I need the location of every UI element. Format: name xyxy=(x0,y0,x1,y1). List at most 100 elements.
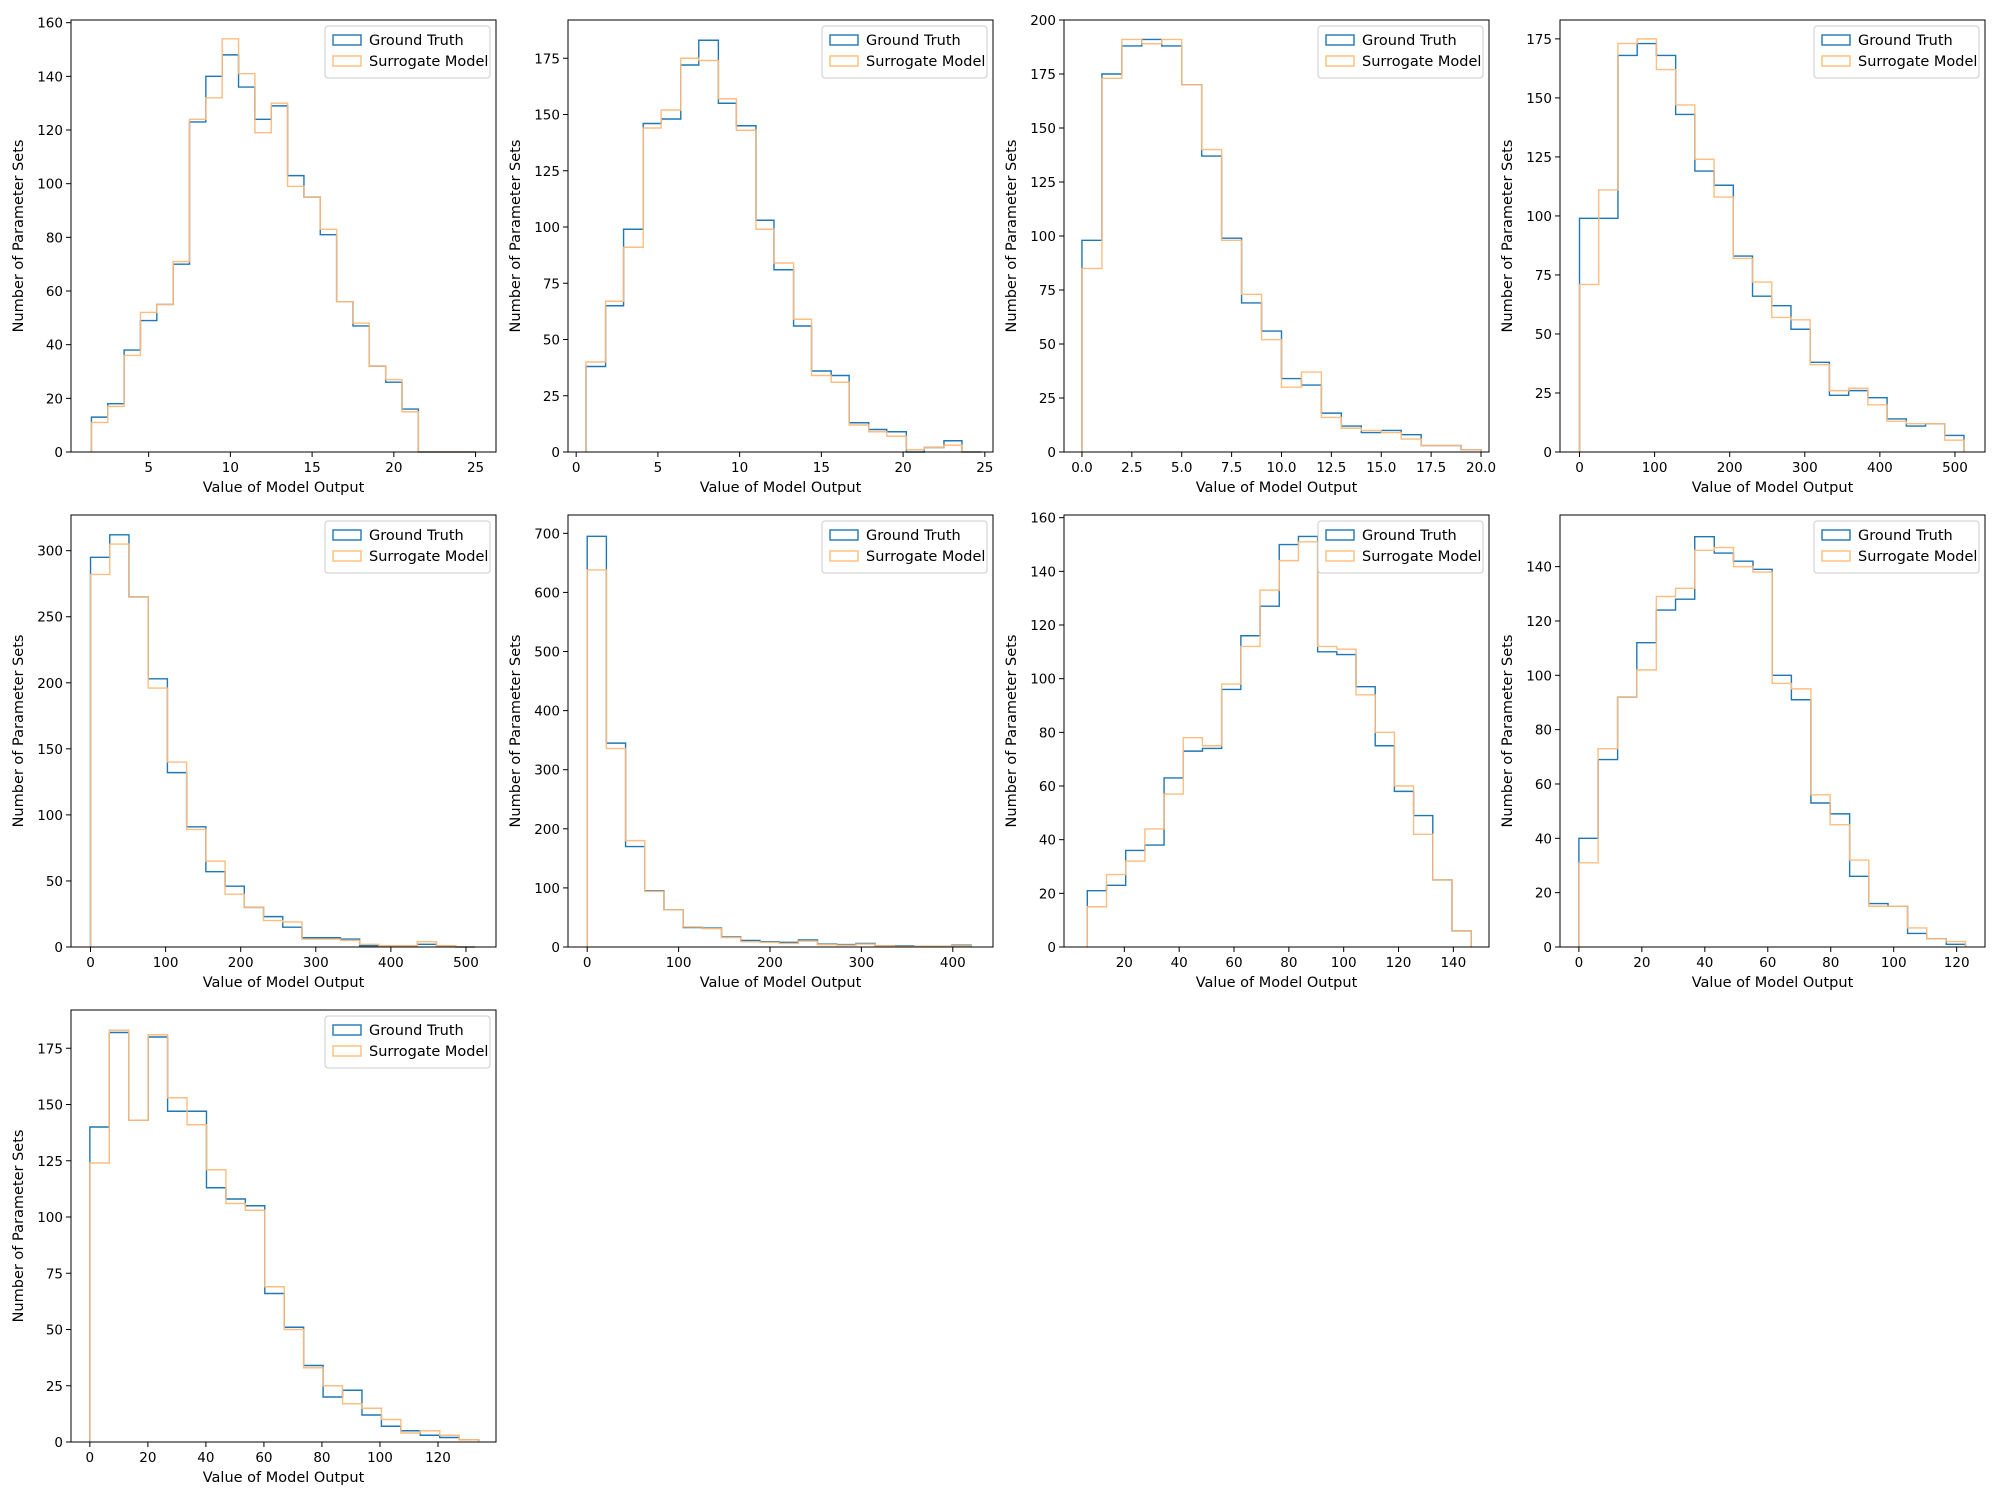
legend-box xyxy=(1813,25,1980,79)
plot-frame xyxy=(567,514,994,948)
x-tick-label: 120 xyxy=(425,1450,451,1466)
ground-truth-legend-swatch xyxy=(332,529,362,541)
x-tick-label: 100 xyxy=(153,955,179,971)
ground-truth-legend-swatch xyxy=(829,529,859,541)
surrogate-model-legend-label: Surrogate Model xyxy=(1858,549,1977,565)
plot-frame xyxy=(1559,514,1986,948)
ground-truth-legend-swatch xyxy=(829,34,859,46)
surrogate-model-legend-swatch xyxy=(1325,55,1355,67)
x-tick-label: 10 xyxy=(731,460,748,476)
x-tick-label: 20 xyxy=(895,460,912,476)
x-tick-label: 5.0 xyxy=(1171,460,1192,476)
surrogate-model-legend-swatch xyxy=(829,55,859,67)
x-axis-label: Value of Model Output xyxy=(700,975,862,991)
ground-truth-legend-swatch xyxy=(1325,34,1355,46)
x-tick-label: 500 xyxy=(453,955,479,971)
y-tick-label: 0 xyxy=(1047,445,1056,461)
x-tick-label: 400 xyxy=(1867,460,1893,476)
y-tick-label: 125 xyxy=(37,1154,63,1170)
x-tick-label: 60 xyxy=(255,1450,272,1466)
y-tick-label: 140 xyxy=(37,69,63,85)
y-axis-label: Number of Parameter Sets xyxy=(11,635,27,828)
x-tick-label: 100 xyxy=(1881,955,1907,971)
ground-truth-legend-label: Ground Truth xyxy=(866,528,961,544)
plot-frame xyxy=(1559,19,1986,453)
x-axis-label: Value of Model Output xyxy=(700,480,862,496)
ground-truth-legend-swatch xyxy=(1821,529,1851,541)
surrogate-model-legend-swatch xyxy=(332,55,362,67)
ground-truth-legend-swatch xyxy=(1821,34,1851,46)
surrogate-model-legend-label: Surrogate Model xyxy=(1362,54,1481,70)
x-tick-label: 10 xyxy=(222,460,239,476)
y-tick-label: 20 xyxy=(1535,886,1552,902)
x-tick-label: 400 xyxy=(940,955,966,971)
x-tick-label: 20 xyxy=(1116,955,1133,971)
surrogate-model-legend-swatch xyxy=(332,550,362,562)
y-tick-label: 120 xyxy=(1030,618,1056,634)
y-tick-label: 50 xyxy=(46,874,63,890)
ground-truth-legend-label: Ground Truth xyxy=(1858,33,1953,49)
y-tick-label: 150 xyxy=(1030,121,1056,137)
y-tick-label: 200 xyxy=(1030,13,1056,29)
y-tick-label: 0 xyxy=(54,940,63,956)
y-tick-label: 125 xyxy=(1030,175,1056,191)
y-tick-label: 50 xyxy=(1535,327,1552,343)
legend-box xyxy=(1317,520,1484,574)
y-tick-label: 125 xyxy=(1526,150,1552,166)
y-tick-label: 0 xyxy=(1047,940,1056,956)
y-tick-label: 100 xyxy=(1030,229,1056,245)
ground-truth-legend-label: Ground Truth xyxy=(369,1023,464,1039)
y-tick-label: 150 xyxy=(534,108,560,124)
surrogate-model-legend-label: Surrogate Model xyxy=(866,54,985,70)
surrogate-model-histogram-outline xyxy=(1086,541,1472,947)
y-tick-label: 100 xyxy=(1526,668,1552,684)
plot-frame xyxy=(70,19,497,453)
x-tick-label: 80 xyxy=(1822,955,1839,971)
y-tick-label: 200 xyxy=(37,676,63,692)
x-tick-label: 140 xyxy=(1440,955,1466,971)
legend-box xyxy=(1317,25,1484,79)
surrogate-model-histogram-outline xyxy=(89,543,475,948)
y-tick-label: 60 xyxy=(1535,777,1552,793)
y-tick-label: 700 xyxy=(534,526,560,542)
x-tick-label: 20 xyxy=(139,1450,156,1466)
y-tick-label: 80 xyxy=(46,230,63,246)
y-tick-label: 80 xyxy=(1039,725,1056,741)
y-tick-label: 40 xyxy=(46,338,63,354)
x-axis-label: Value of Model Output xyxy=(1196,975,1358,991)
x-tick-label: 25 xyxy=(976,460,993,476)
y-tick-label: 175 xyxy=(1526,32,1552,48)
surrogate-model-legend-swatch xyxy=(332,1045,362,1057)
x-tick-label: 0 xyxy=(1575,955,1584,971)
y-tick-label: 20 xyxy=(1039,886,1056,902)
y-tick-label: 600 xyxy=(534,585,560,601)
y-tick-label: 120 xyxy=(1526,614,1552,630)
y-tick-label: 160 xyxy=(1030,511,1056,527)
x-tick-label: 20.0 xyxy=(1466,460,1496,476)
y-axis-label: Number of Parameter Sets xyxy=(508,140,524,333)
y-tick-label: 300 xyxy=(37,544,63,560)
y-tick-label: 175 xyxy=(37,1041,63,1057)
x-tick-label: 15 xyxy=(304,460,321,476)
y-tick-label: 75 xyxy=(1535,268,1552,284)
surrogate-model-legend-label: Surrogate Model xyxy=(1362,549,1481,565)
x-tick-label: 80 xyxy=(1280,955,1297,971)
x-tick-label: 5 xyxy=(144,460,153,476)
surrogate-model-legend-label: Surrogate Model xyxy=(369,1044,488,1060)
x-tick-label: 200 xyxy=(1717,460,1743,476)
x-tick-label: 60 xyxy=(1759,955,1776,971)
y-tick-label: 160 xyxy=(37,16,63,32)
y-axis-label: Number of Parameter Sets xyxy=(1004,140,1020,333)
surrogate-model-legend-swatch xyxy=(829,550,859,562)
x-tick-label: 0 xyxy=(572,460,581,476)
x-tick-label: 100 xyxy=(666,955,692,971)
x-tick-label: 10.0 xyxy=(1266,460,1296,476)
y-axis-label: Number of Parameter Sets xyxy=(508,635,524,828)
y-tick-label: 40 xyxy=(1535,831,1552,847)
ground-truth-legend-label: Ground Truth xyxy=(866,33,961,49)
x-tick-label: 200 xyxy=(228,955,254,971)
surrogate-model-legend-swatch xyxy=(1325,550,1355,562)
